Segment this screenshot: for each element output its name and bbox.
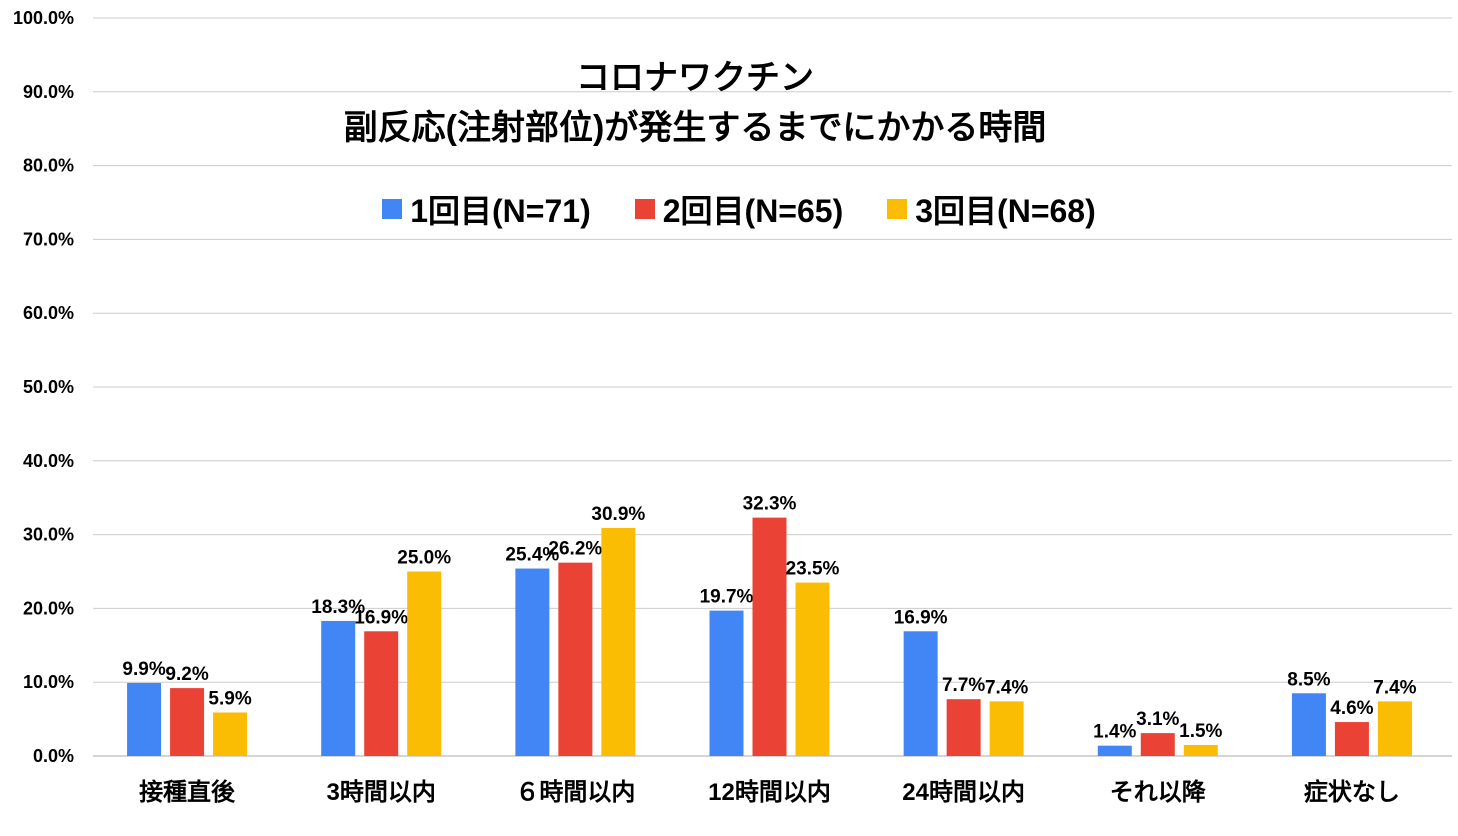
data-label: 32.3% xyxy=(743,494,797,515)
y-tick-label: 20.0% xyxy=(23,598,74,618)
bar xyxy=(364,631,399,756)
legend-item-series-1: 1回目(N=71) xyxy=(382,186,591,232)
legend-swatch xyxy=(382,199,403,219)
data-label: 8.5% xyxy=(1287,669,1330,690)
legend-label: 2回目(N=65) xyxy=(662,193,844,229)
data-label: 25.4% xyxy=(505,545,559,566)
data-label: 9.9% xyxy=(122,659,165,680)
data-label: 18.3% xyxy=(311,597,365,618)
bar xyxy=(127,682,162,756)
data-label: 25.0% xyxy=(397,548,451,569)
y-tick-label: 10.0% xyxy=(23,672,74,692)
bar xyxy=(1334,722,1369,756)
bar xyxy=(1377,701,1412,756)
data-label: 1.5% xyxy=(1179,721,1222,742)
data-label: 23.5% xyxy=(786,559,840,580)
y-tick-label: 0.0% xyxy=(33,746,74,766)
y-tick-label: 70.0% xyxy=(23,229,74,249)
bar xyxy=(407,571,442,756)
bar xyxy=(709,610,744,756)
legend-label: 3回目(N=68) xyxy=(915,193,1096,229)
data-label: 5.9% xyxy=(208,688,251,709)
data-label: 4.6% xyxy=(1330,698,1373,719)
x-tick-label: 接種直後 xyxy=(139,778,236,806)
legend-label: 1回目(N=71) xyxy=(410,193,591,229)
x-tick-label: 症状なし xyxy=(1304,778,1400,806)
y-tick-label: 90.0% xyxy=(23,82,74,102)
y-tick-label: 80.0% xyxy=(23,156,74,176)
bar xyxy=(170,688,205,756)
data-label: 16.9% xyxy=(894,607,948,628)
chart-title: コロナワクチン xyxy=(576,59,814,97)
data-label: 7.7% xyxy=(942,675,985,696)
x-tick-label: 24時間以内 xyxy=(902,779,1025,806)
bar xyxy=(946,699,981,756)
y-tick-label: 100.0% xyxy=(13,8,74,28)
x-tick-label: 12時間以内 xyxy=(708,779,831,806)
bar xyxy=(515,568,550,756)
bar xyxy=(795,582,830,756)
bar xyxy=(989,701,1024,756)
bar xyxy=(752,517,787,756)
data-label: 7.4% xyxy=(1373,677,1416,698)
y-tick-label: 40.0% xyxy=(23,451,74,471)
bar xyxy=(558,562,593,756)
bar xyxy=(1097,745,1132,756)
x-tick-label: ６時間以内 xyxy=(515,779,635,806)
bar xyxy=(321,620,356,756)
data-label: 3.1% xyxy=(1136,709,1179,730)
x-tick-label: それ以降 xyxy=(1110,778,1207,806)
legend: 1回目(N=71) 2回目(N=65) 3回目(N=68) xyxy=(0,186,1458,232)
bar xyxy=(1140,733,1175,756)
data-label: 7.4% xyxy=(985,677,1028,698)
bar xyxy=(601,527,636,756)
x-tick-label: 3時間以内 xyxy=(327,779,436,806)
y-tick-label: 30.0% xyxy=(23,525,74,545)
legend-item-series-3: 3回目(N=68) xyxy=(887,186,1096,232)
data-label: 30.9% xyxy=(591,504,645,525)
bar xyxy=(1291,693,1326,756)
data-label: 26.2% xyxy=(548,539,602,560)
bar xyxy=(1183,744,1218,756)
data-label: 16.9% xyxy=(354,607,408,628)
y-tick-label: 50.0% xyxy=(23,377,74,397)
bar xyxy=(903,631,938,756)
data-label: 1.4% xyxy=(1093,722,1136,743)
y-tick-label: 60.0% xyxy=(23,303,74,323)
bar xyxy=(213,712,248,756)
data-label: 19.7% xyxy=(700,587,754,608)
legend-swatch xyxy=(887,199,908,219)
legend-item-series-2: 2回目(N=65) xyxy=(634,186,844,232)
chart-subtitle: 副反応(注射部位)が発生するまでにかかる時間 xyxy=(343,109,1047,147)
data-label: 9.2% xyxy=(165,664,208,685)
legend-swatch xyxy=(634,199,655,219)
